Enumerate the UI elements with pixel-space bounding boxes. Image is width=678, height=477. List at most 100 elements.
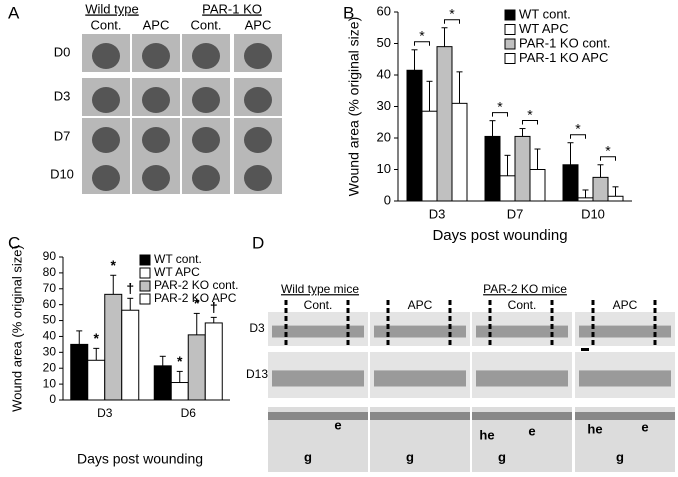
significance-label: * [605,142,611,158]
significance-label: * [111,257,117,273]
column-label: APC [245,17,272,32]
column-label: APC [408,298,433,312]
photo-detail [142,43,170,69]
bar [607,195,624,202]
significance-bracket [570,134,586,139]
significance-label: † [126,280,134,296]
tissue-label: g [498,449,506,464]
y-tick-label: 60 [43,297,57,311]
tissue-label: g [616,449,624,464]
y-tick-label: 20 [43,360,57,374]
bar [406,69,423,202]
significance-bracket [522,120,538,125]
y-tick-label: 50 [377,35,391,50]
photo-detail [244,165,272,191]
group-label: PAR-1 KO [202,1,262,16]
bar [170,382,189,401]
marker [581,348,589,351]
tissue-label: e [641,419,648,434]
panel-label: D [252,233,264,252]
photo-detail [142,127,170,153]
bar [187,334,206,401]
significance-label: * [419,28,425,44]
y-tick-label: 50 [43,313,57,327]
significance-bracket [492,112,508,117]
group-label: Wild type mice [281,282,359,296]
bar [592,176,609,202]
significance-label: * [177,353,183,369]
y-tick-label: 70 [43,281,57,295]
photo-detail [192,43,220,69]
column-label: Cont. [190,17,221,32]
significance-bracket [414,41,430,46]
y-tick-label: 0 [384,192,391,207]
tissue [476,370,568,387]
row-label: D10 [50,166,74,181]
tissue [579,370,671,387]
y-axis-label: Wound area (% original size) [346,17,362,197]
photo-detail [192,165,220,191]
y-tick-label: 30 [377,98,391,113]
legend-label: PAR-2 KO cont. [154,278,238,292]
bar [529,169,546,202]
photo-detail [92,43,120,69]
column-label: Cont. [90,17,121,32]
bar [484,135,501,202]
tissue [272,370,364,387]
legend-label: PAR-1 KO cont. [519,35,611,50]
photo-detail [92,87,120,113]
significance-label: † [210,299,218,315]
row-label: D3 [54,88,71,103]
bar [421,110,438,202]
legend-label: WT cont. [519,6,571,21]
photo-detail [142,165,170,191]
legend-swatch [139,267,151,279]
legend-swatch [139,254,151,266]
row-label: D13 [246,367,268,381]
y-axis-label: Wound area (% original size) [9,245,24,412]
y-tick-label: 30 [43,345,57,359]
photo-detail [244,127,272,153]
bar [153,365,172,401]
bar [451,102,468,202]
tissue [476,325,568,338]
bar [87,359,106,401]
photo-detail [192,87,220,113]
row-label: D0 [54,44,71,59]
legend-label: PAR-1 KO APC [519,50,608,65]
bar [514,135,531,202]
y-tick-label: 10 [43,376,57,390]
bar [204,322,223,401]
y-tick-label: 40 [43,329,57,343]
bar [499,175,516,202]
photo-detail [92,165,120,191]
column-label: Cont. [508,298,537,312]
y-tick-label: 60 [377,3,391,18]
legend-label: WT cont. [154,252,202,266]
photo-detail [92,127,120,153]
tissue [374,370,466,387]
legend-label: PAR-2 KO APC [154,291,237,305]
x-tick-label: D3 [429,206,446,221]
bar [436,46,453,202]
column-label: Cont. [304,298,333,312]
y-tick-label: 90 [43,249,57,263]
epidermis [575,412,675,420]
tissue [374,325,466,338]
legend-swatch [504,38,516,50]
x-axis-label: Days post wounding [432,227,567,244]
y-tick-label: 40 [377,66,391,81]
bar [577,197,594,202]
legend-label: WT APC [154,265,200,279]
significance-label: * [449,5,455,21]
significance-label: * [527,106,533,122]
column-label: APC [143,17,170,32]
epidermis [472,412,572,420]
bar [104,293,123,401]
photo-detail [244,43,272,69]
x-tick-label: D7 [507,206,524,221]
significance-label: * [94,330,100,346]
y-tick-label: 20 [377,129,391,144]
group-label: PAR-2 KO mice [483,282,567,296]
y-tick-label: 10 [377,161,391,176]
